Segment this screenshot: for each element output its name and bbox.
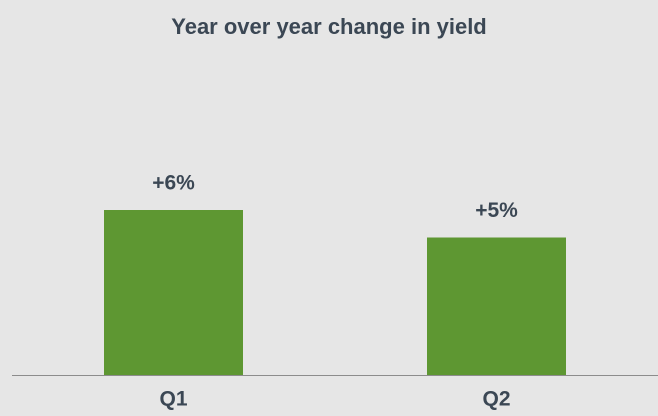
x-tick-label: Q1 (159, 388, 187, 411)
bar (104, 210, 243, 375)
x-tick-label: Q2 (482, 388, 510, 411)
bar (427, 237, 566, 375)
data-label: +5% (475, 199, 518, 222)
data-label: +6% (152, 172, 195, 195)
chart-title: Year over year change in yield (171, 14, 487, 39)
